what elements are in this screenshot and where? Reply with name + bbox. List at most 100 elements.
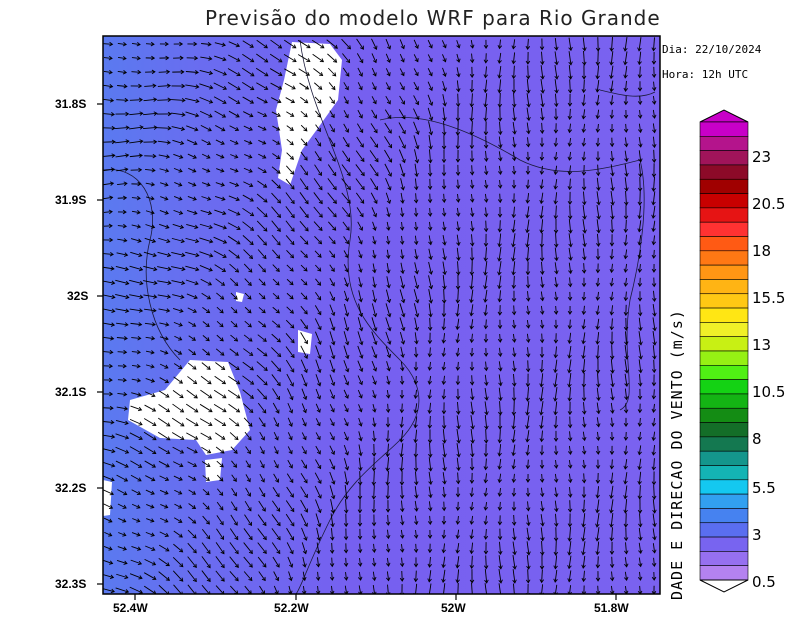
wind-arrow	[145, 210, 155, 215]
wind-arrow	[581, 332, 586, 345]
wind-arrow	[372, 221, 377, 231]
colorbar-swatch	[699, 436, 749, 452]
wind-arrow	[651, 389, 657, 400]
wind-arrow	[342, 137, 350, 148]
wind-arrow	[271, 514, 281, 527]
wind-arrow	[384, 136, 393, 149]
wind-arrow	[427, 543, 433, 554]
wind-arrow	[483, 79, 488, 94]
wind-arrow	[143, 431, 157, 441]
colorbar-tick-label: 3	[752, 526, 762, 544]
wind-arrow	[173, 55, 184, 61]
wind-arrow	[242, 194, 254, 202]
wind-arrow	[623, 513, 629, 528]
wind-arrow	[171, 112, 186, 117]
wind-arrow	[595, 263, 601, 274]
wind-arrow	[414, 500, 419, 512]
wind-arrow	[581, 165, 587, 176]
wind-arrow	[230, 306, 238, 314]
wind-arrow	[271, 192, 282, 204]
wind-arrow	[581, 499, 587, 514]
wind-arrow	[301, 459, 308, 469]
wind-arrow	[455, 347, 461, 357]
wind-arrow	[540, 261, 545, 275]
wind-arrow	[371, 457, 377, 472]
wind-arrow	[398, 108, 406, 120]
wind-arrow	[214, 110, 227, 118]
wind-arrow	[651, 471, 657, 486]
wind-arrow	[157, 83, 171, 89]
wind-arrow	[567, 445, 573, 455]
wind-arrow	[637, 304, 643, 317]
wind-arrow	[525, 347, 531, 358]
wind-arrow	[399, 529, 405, 539]
wind-arrow	[116, 560, 128, 565]
wind-arrow	[343, 404, 349, 413]
wind-arrow	[244, 292, 252, 300]
wind-arrow	[567, 500, 573, 513]
wind-arrow	[539, 205, 544, 219]
wind-arrow	[244, 431, 252, 441]
lon-tick-label: 51.8W	[594, 601, 629, 615]
wind-arrow	[327, 206, 337, 218]
wind-arrow	[525, 219, 530, 234]
wind-arrow	[285, 513, 295, 527]
wind-arrow	[342, 221, 350, 231]
wind-arrow	[171, 266, 186, 272]
wind-arrow	[553, 108, 559, 121]
wind-arrow	[638, 137, 643, 148]
wind-arrow	[498, 583, 503, 594]
wind-arrow	[652, 303, 657, 317]
wind-arrow	[469, 93, 474, 108]
wind-arrow	[539, 401, 544, 416]
wind-arrow	[595, 459, 601, 470]
wind-arrow	[187, 196, 197, 201]
wind-arrow	[413, 221, 419, 231]
wind-arrow	[623, 277, 629, 287]
wind-arrow	[143, 418, 157, 427]
wind-arrow	[202, 475, 210, 481]
wind-arrow	[567, 359, 572, 374]
wind-arrow	[595, 248, 601, 261]
wind-arrow	[470, 415, 475, 430]
wind-arrow	[327, 53, 338, 63]
wind-arrow	[595, 80, 600, 93]
wind-arrow	[171, 83, 186, 89]
wind-arrow	[228, 208, 241, 216]
wind-arrow	[428, 471, 433, 486]
wind-arrow	[242, 361, 254, 371]
wind-arrow	[201, 292, 212, 300]
wind-arrow	[399, 331, 406, 345]
wind-arrow	[610, 205, 615, 220]
wind-arrow	[456, 247, 461, 261]
wind-arrow	[455, 193, 461, 203]
wind-arrow	[624, 163, 629, 177]
wind-arrow	[399, 429, 404, 443]
wind-arrow	[470, 429, 475, 444]
wind-arrow	[512, 541, 517, 556]
wind-arrow	[469, 501, 475, 511]
wind-arrow	[455, 472, 461, 485]
wind-arrow	[638, 374, 643, 387]
wind-arrow	[131, 210, 141, 215]
wind-arrow	[213, 82, 228, 90]
wind-arrow	[581, 178, 587, 191]
wind-arrow	[442, 80, 447, 92]
wind-arrow	[130, 251, 143, 258]
wind-arrow	[117, 209, 127, 215]
colorbar-swatch	[699, 465, 749, 481]
wind-arrow	[540, 276, 545, 289]
wind-arrow	[623, 95, 629, 106]
wind-arrow	[497, 220, 503, 233]
wind-arrow	[581, 373, 587, 388]
wind-arrow	[428, 248, 433, 261]
wind-arrow	[567, 291, 573, 301]
wind-arrow	[511, 400, 517, 416]
wind-arrow	[130, 322, 143, 327]
colorbar-swatch	[699, 393, 749, 409]
wind-arrow	[144, 446, 157, 455]
wind-arrow	[623, 417, 629, 427]
wind-arrow	[216, 474, 224, 482]
wind-arrow	[286, 373, 294, 387]
wind-arrow	[469, 66, 475, 78]
